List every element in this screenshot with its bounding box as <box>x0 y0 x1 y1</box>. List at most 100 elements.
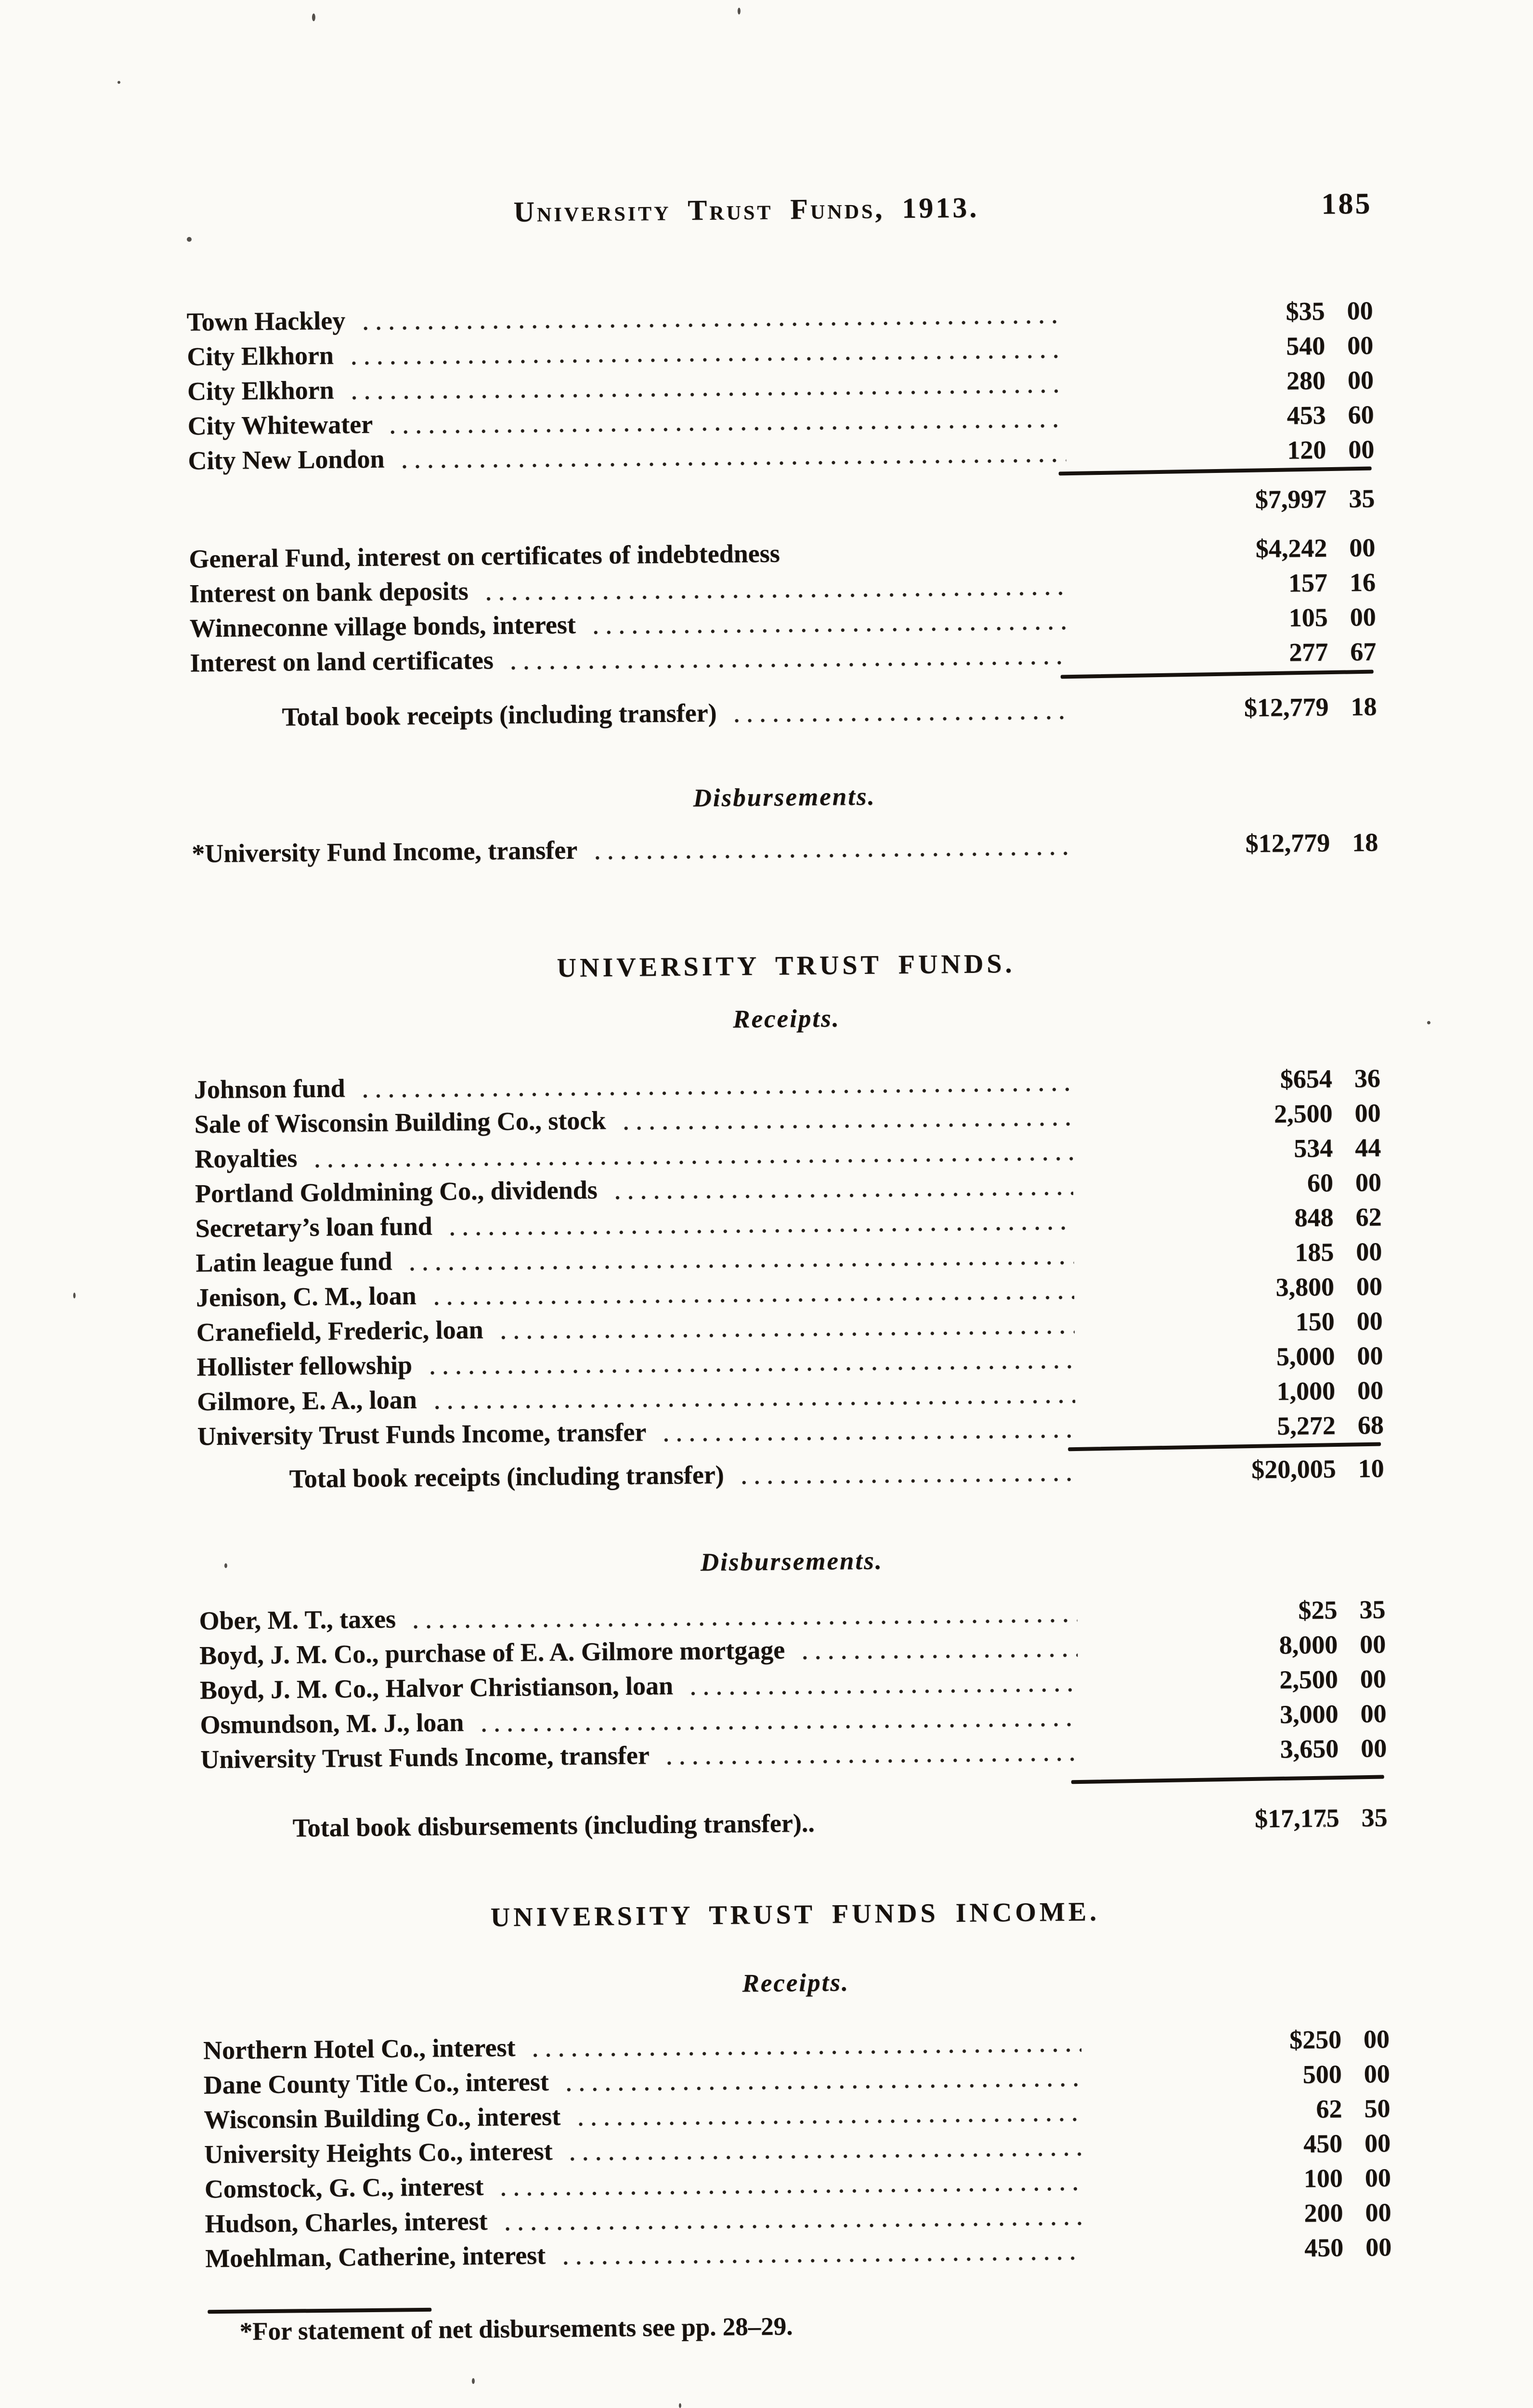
leader-dots <box>408 1595 1078 1636</box>
leader-dots <box>610 1167 1074 1207</box>
amount-dollars: $35 <box>1286 296 1325 326</box>
amount-cents: 00 <box>1365 2232 1392 2262</box>
leader-dots <box>662 1733 1079 1773</box>
amount-cents: 00 <box>1349 533 1376 563</box>
amount-cents: 00 <box>1347 365 1374 395</box>
leader-dots <box>572 2094 1082 2133</box>
amount-cents: 00 <box>1350 602 1376 632</box>
amount: 150 00 <box>1103 1304 1383 1341</box>
page-number: 185 <box>1321 187 1372 221</box>
row-label: General Fund, interest on certificates o… <box>189 538 780 574</box>
row-label: Total book disbursements (including tran… <box>292 1808 815 1843</box>
ledger-row: Total book receipts (including transfer)… <box>197 1451 1384 1497</box>
section-heading: UNIVERSITY TRUST FUNDS. <box>557 949 1015 983</box>
amount-cents: 00 <box>1357 1375 1384 1405</box>
leader-dots <box>588 602 1068 642</box>
row-label: Osmundson, M. J., loan <box>200 1708 464 1740</box>
amount-dollars: 8,000 <box>1279 1630 1338 1660</box>
amount-dollars: 3,650 <box>1280 1734 1339 1764</box>
amount-cents: 00 <box>1357 1341 1383 1371</box>
amount-cents: 10 <box>1358 1453 1384 1483</box>
amount-cents: 18 <box>1351 692 1377 721</box>
leader-dots <box>658 1410 1076 1450</box>
amount-cents: 44 <box>1354 1133 1381 1163</box>
amount: 3,650 00 <box>1107 1731 1387 1768</box>
leader-dots <box>558 2232 1084 2273</box>
row-label: University Trust Funds Income, transfer <box>200 1741 650 1774</box>
ink-speck <box>73 1293 76 1298</box>
row-label: Total book receipts (including transfer) <box>289 1460 725 1493</box>
leader-dots <box>495 1306 1075 1347</box>
amount: 200 00 <box>1112 2195 1391 2233</box>
amount-cents: 35 <box>1361 1803 1388 1832</box>
amount-cents: 00 <box>1363 2024 1390 2054</box>
amount: 105 00 <box>1096 600 1376 637</box>
row-label: Northern Hotel Co., interest <box>203 2033 516 2065</box>
amount: 534 44 <box>1102 1130 1381 1168</box>
amount-dollars: 540 <box>1286 331 1325 361</box>
amount: 848 62 <box>1102 1200 1382 1237</box>
amount: 62 50 <box>1111 2091 1390 2129</box>
leader-dots <box>500 2198 1083 2238</box>
leader-dots <box>429 1375 1076 1417</box>
amount-dollars: 120 <box>1287 435 1326 465</box>
amount-cents: 00 <box>1364 2059 1390 2089</box>
section-subheading: Disbursements. <box>700 1546 883 1577</box>
amount-dollars: $12,779 <box>1244 692 1329 722</box>
amount-cents: 00 <box>1360 1733 1387 1763</box>
row-label: Winneconne village bonds, interest <box>189 610 576 643</box>
amount-cents: 16 <box>1349 567 1376 597</box>
amount-dollars: $12,779 <box>1245 828 1330 858</box>
amount: $12,779 18 <box>1097 689 1377 727</box>
amount-cents: 00 <box>1360 1699 1387 1728</box>
leader-dots <box>429 1271 1075 1313</box>
amount: 3,800 00 <box>1103 1269 1383 1307</box>
amount-cents: 35 <box>1359 1595 1386 1624</box>
amount-dollars: 3,800 <box>1275 1272 1335 1302</box>
leader-dots <box>506 637 1068 678</box>
amount-cents: 00 <box>1355 1167 1382 1197</box>
amount: 500 00 <box>1110 2056 1390 2094</box>
ink-speck <box>543 704 546 707</box>
amount: 60 00 <box>1102 1165 1382 1203</box>
amount-dollars: 1,000 <box>1276 1376 1336 1406</box>
amount: 5,272 68 <box>1104 1408 1384 1445</box>
ink-speck <box>187 237 192 242</box>
amount-cents: 00 <box>1348 434 1375 464</box>
amount: $25 35 <box>1106 1592 1386 1630</box>
row-label: City Whitewater <box>187 409 373 441</box>
leader-dots <box>618 1098 1073 1138</box>
amount-cents: 18 <box>1351 827 1378 857</box>
section-subheading: Receipts. <box>732 1004 841 1034</box>
amount-cents: 00 <box>1356 1237 1382 1267</box>
leader-dots <box>528 2024 1082 2065</box>
amount-dollars: 5,000 <box>1276 1341 1335 1371</box>
amount-dollars: $20,005 <box>1251 1454 1336 1484</box>
amount-dollars: 277 <box>1289 637 1328 667</box>
ledger-row: *University Fund Income, transfer $12,779… <box>192 825 1378 871</box>
amount-cents: 00 <box>1347 296 1373 326</box>
row-label: Cranefield, Frederic, loan <box>196 1315 483 1347</box>
section-heading: UNIVERSITY TRUST FUNDS INCOME. <box>490 1897 1100 1933</box>
amount-cents: 00 <box>1360 1664 1387 1694</box>
amount-cents: 68 <box>1357 1410 1384 1440</box>
ink-speck <box>1323 1824 1326 1827</box>
page-title: University Trust Funds, 1913. <box>513 191 979 228</box>
row-label: Interest on bank deposits <box>189 576 468 608</box>
amount-dollars: 200 <box>1304 2198 1343 2228</box>
row-label: Total book receipts (including transfer) <box>282 698 717 732</box>
amount-cents: 00 <box>1359 1629 1386 1659</box>
subtotal-row: $7,997 35 <box>188 481 1375 527</box>
leader-space <box>189 510 1096 518</box>
amount-dollars: $25 <box>1298 1595 1338 1625</box>
amount: $250 00 <box>1110 2022 1390 2059</box>
amount-cents: 60 <box>1348 400 1374 430</box>
amount-dollars: 450 <box>1304 2233 1344 2263</box>
leader-dots <box>685 1664 1078 1703</box>
amount: $17,175 35 <box>1108 1800 1388 1838</box>
amount-cents: 00 <box>1354 1098 1381 1128</box>
amount-dollars: $654 <box>1280 1064 1333 1094</box>
ink-speck <box>117 81 120 84</box>
amount-dollars: 157 <box>1288 568 1328 598</box>
amount-dollars: 60 <box>1307 1168 1334 1198</box>
